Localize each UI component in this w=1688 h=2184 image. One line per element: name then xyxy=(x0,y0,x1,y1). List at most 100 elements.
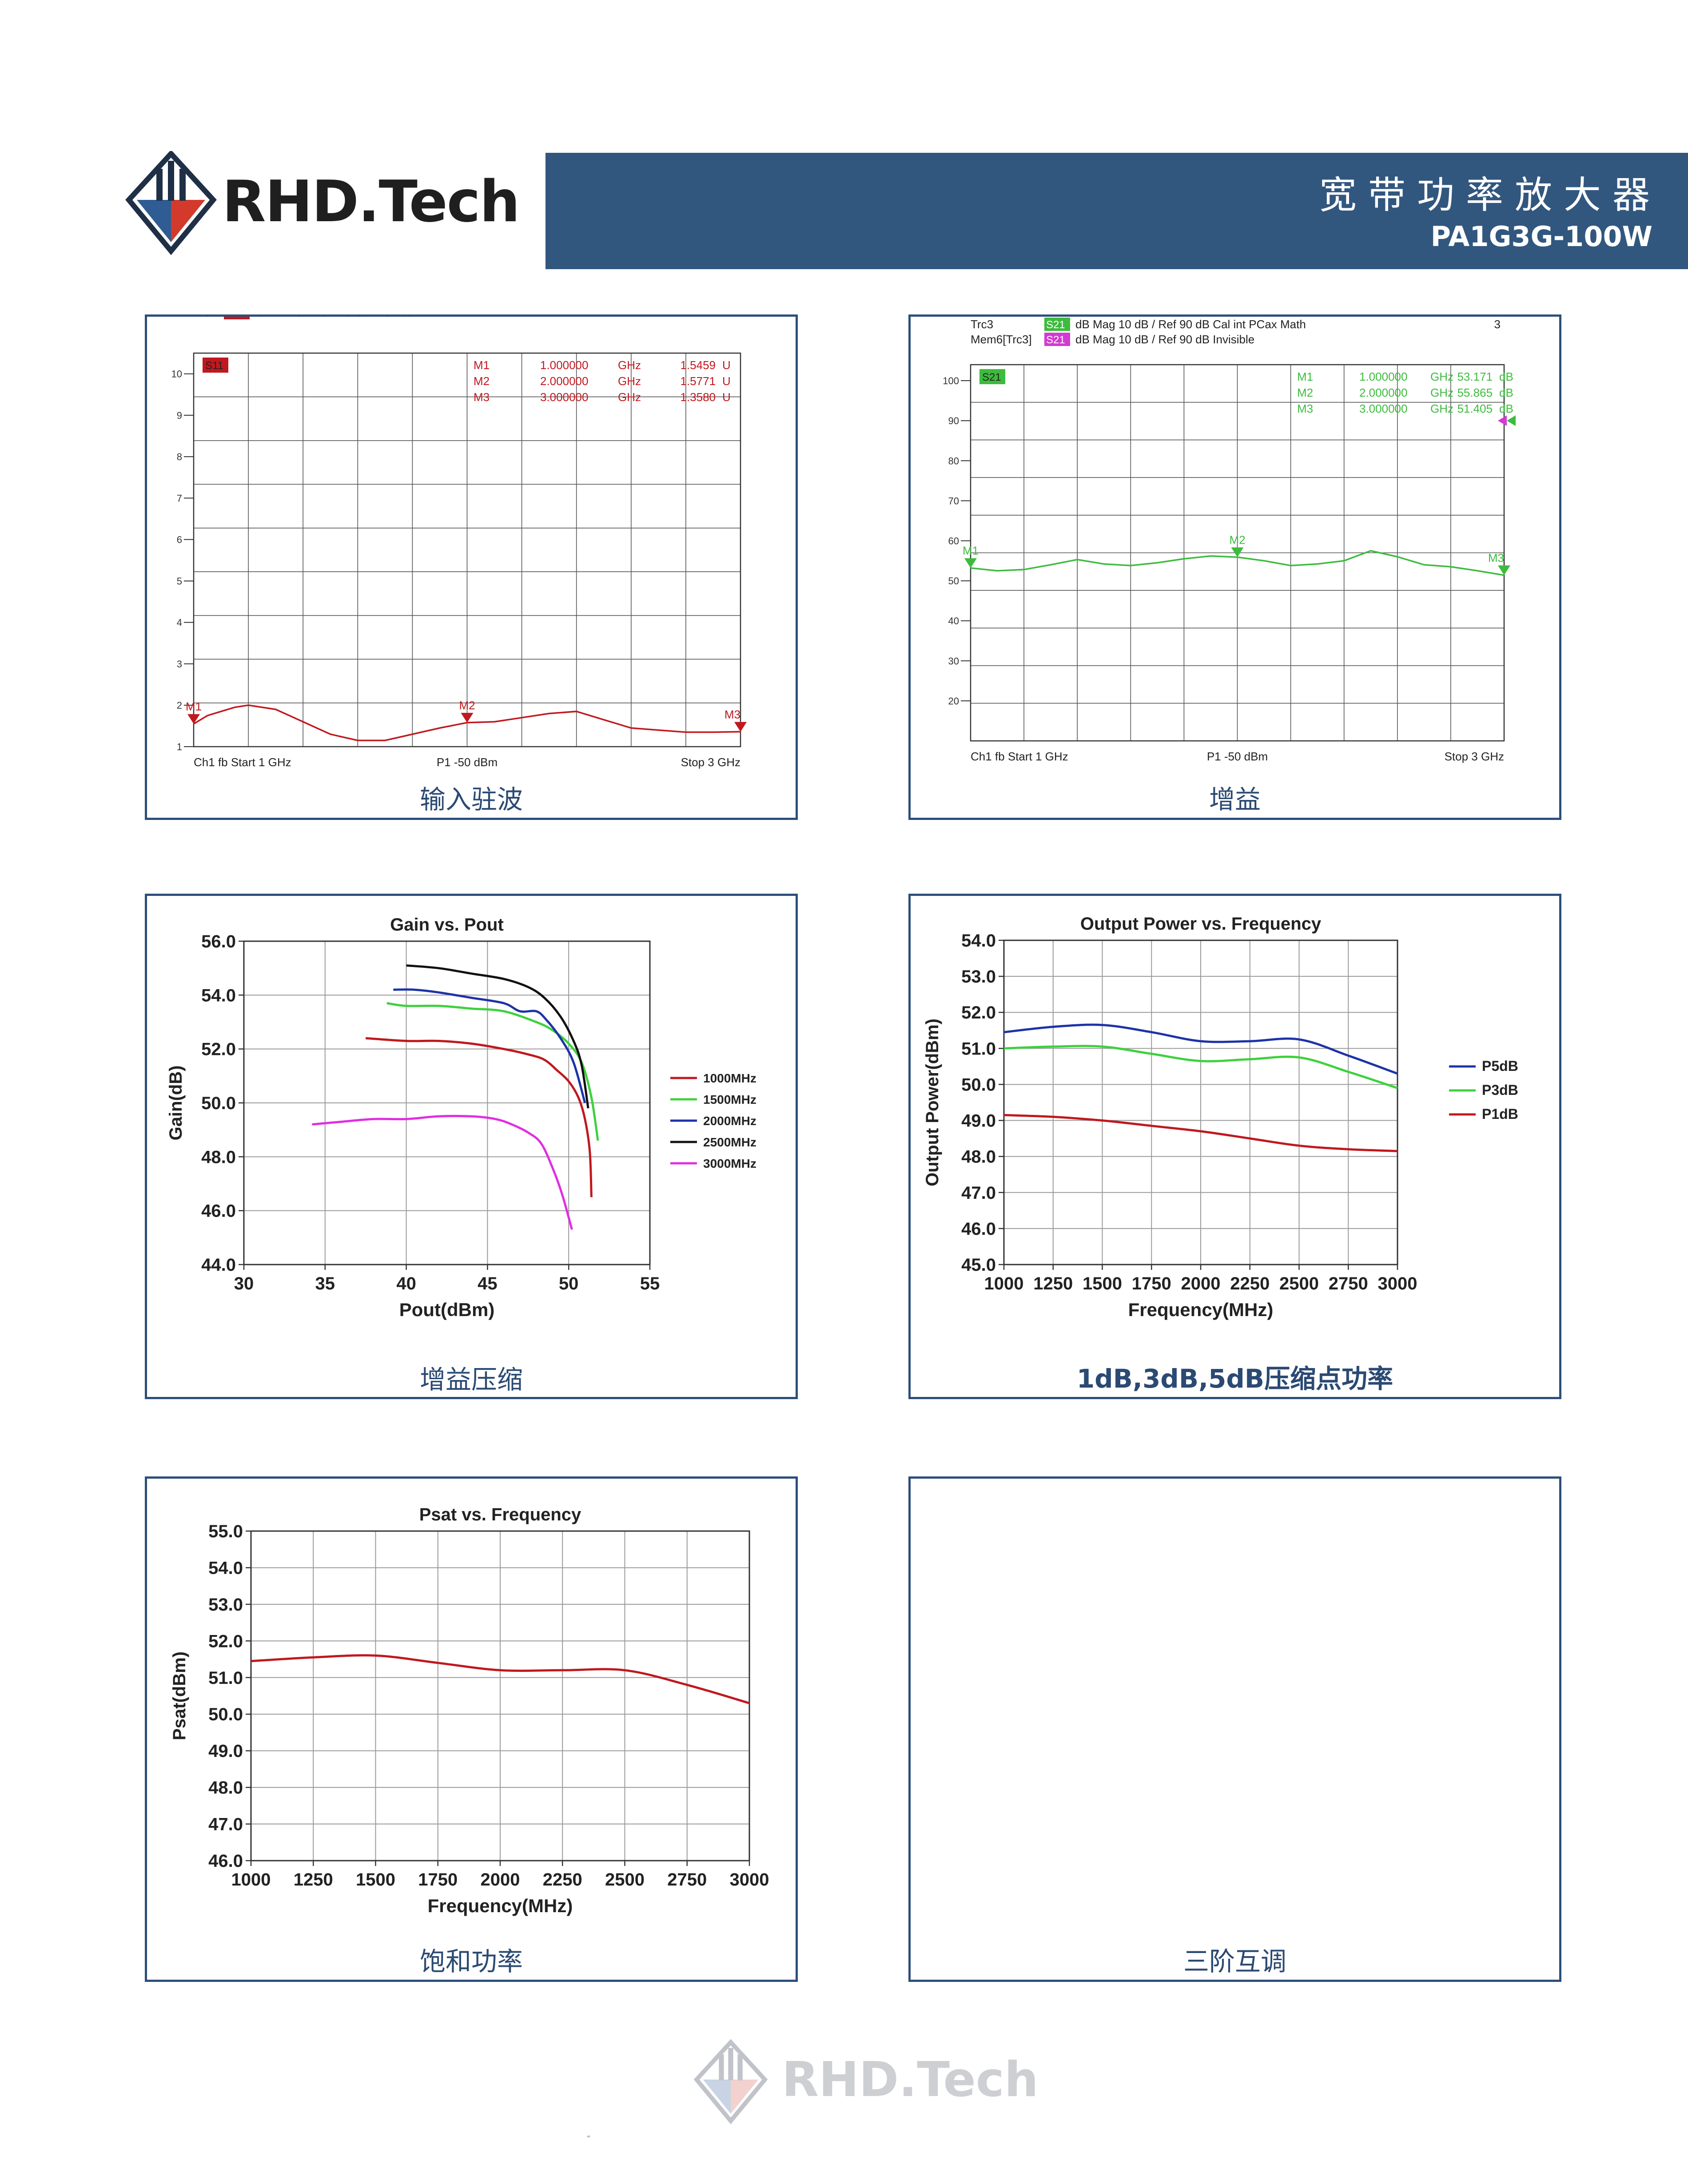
y-tick-label: 100 xyxy=(943,375,959,386)
y-tick-label: 48.0 xyxy=(961,1147,996,1167)
channel-number: 1 xyxy=(731,317,737,319)
x-axis-label: Frequency(MHz) xyxy=(428,1895,573,1916)
y-tick-label: 30 xyxy=(948,656,959,667)
company-logo: RHD.Tech xyxy=(124,150,520,258)
y-tick-label: 4 xyxy=(177,617,182,628)
x-tick-label: 2500 xyxy=(605,1870,645,1890)
x-tick-label: 2000 xyxy=(481,1870,520,1890)
legend-entry: P1dB xyxy=(1482,1106,1518,1122)
sweep-stop-label: Stop 3 GHz xyxy=(1445,750,1504,763)
sweep-start-label: Ch1 fb Start 1 GHz xyxy=(194,756,291,769)
y-tick-label: 1 xyxy=(177,741,182,752)
marker-frequency: 2.000000 xyxy=(540,374,588,388)
marker-frequency: 1.000000 xyxy=(540,358,588,372)
trace-param-tag xyxy=(1044,318,1070,331)
sweep-stop-label: Stop 3 GHz xyxy=(681,756,740,769)
y-tick-label: 54.0 xyxy=(201,986,236,1005)
marker-flag-label: M1 xyxy=(963,544,979,557)
marker-value: 51.405 xyxy=(1457,402,1493,415)
x-tick-label: 1750 xyxy=(418,1870,458,1890)
marker-value-unit: U xyxy=(722,358,731,372)
x-axis-label: Pout(dBm) xyxy=(399,1299,495,1320)
watermark-emblem-icon xyxy=(693,2039,768,2124)
y-tick-label: 47.0 xyxy=(208,1815,243,1834)
marker-frequency-unit: GHz xyxy=(1430,402,1453,415)
marker-name: M2 xyxy=(474,374,490,388)
chart-title: Output Power vs. Frequency xyxy=(1080,914,1322,934)
gain-chart: Trc3 S21 dB Mag 10 dB / Ref 90 dB Cal int … xyxy=(943,318,1516,763)
y-axis-label: Gain(dB) xyxy=(166,1066,186,1141)
legend-entry: 2000MHz xyxy=(703,1114,756,1128)
panel-gain-compression: Gain vs. Pout 30 35 40 45 50 55 56.0 54.0 52.0 50.… xyxy=(145,894,798,1399)
trace-format-text: dB Mag 10 dB / Ref 90 dB Cal int PCax Ma… xyxy=(1075,318,1306,331)
marker-triangle xyxy=(734,722,747,732)
chart-title: Psat vs. Frequency xyxy=(419,1505,581,1524)
gain-vs-pout-chart: Gain vs. Pout 30 35 40 45 50 55 56.0 54.0 52.0 50.… xyxy=(166,915,756,1320)
marker-frequency: 3.000000 xyxy=(1359,402,1407,415)
marker-frequency: 3.000000 xyxy=(540,390,588,404)
legend-entry: 3000MHz xyxy=(703,1157,756,1170)
x-tick-label: 3000 xyxy=(1378,1274,1417,1293)
trace-format-text: SWR 1 U / Ref 1 U Cal int PCax xyxy=(255,317,419,319)
legend-entry: 1500MHz xyxy=(703,1093,756,1106)
marker-flag-label: M1 xyxy=(186,700,202,713)
marker-value: 55.865 xyxy=(1457,386,1493,399)
marker-flag-label: M2 xyxy=(1229,533,1245,546)
y-tick-label: 8 xyxy=(177,451,182,462)
y-tick-label: 44.0 xyxy=(201,1255,236,1275)
plot-frame xyxy=(250,1530,750,1862)
y-tick-label: 55.0 xyxy=(208,1522,243,1541)
marker-triangle xyxy=(187,714,200,724)
y-tick-label: 52.0 xyxy=(208,1631,243,1651)
marker-name: M1 xyxy=(1297,370,1313,383)
y-tick-label: 54.0 xyxy=(961,931,996,951)
y-tick-label: 46.0 xyxy=(208,1851,243,1871)
x-tick-label: 1500 xyxy=(356,1870,395,1890)
legend-entry: P5dB xyxy=(1482,1058,1518,1074)
y-tick-label: 46.0 xyxy=(201,1201,236,1221)
series-line-1000mhz xyxy=(366,1037,593,1197)
y-tick-label: 9 xyxy=(177,410,182,421)
y-tick-label: 80 xyxy=(948,455,959,466)
swr-chart: Trc1 S11 SWR 1 U / Ref 1 U Cal int PCax 1 10… xyxy=(171,317,747,769)
marker-frequency: 2.000000 xyxy=(1359,386,1407,399)
marker-name: M3 xyxy=(1297,402,1313,415)
y-tick-label: 2 xyxy=(177,700,182,711)
y-tick-label: 49.0 xyxy=(961,1111,996,1131)
chart-title: Gain vs. Pout xyxy=(390,915,504,935)
series-line-3000mhz xyxy=(312,1115,573,1230)
sweep-start-label: Ch1 fb Start 1 GHz xyxy=(971,750,1068,763)
y-tick-label: 60 xyxy=(948,535,959,546)
y-tick-label: 52.0 xyxy=(961,1003,996,1022)
marker-frequency: 1.000000 xyxy=(1359,370,1407,383)
memory-param-text: S21 xyxy=(1046,334,1065,346)
trace-param-tag xyxy=(224,317,250,319)
y-tick-label: 50.0 xyxy=(208,1705,243,1724)
x-axis-label: Frequency(MHz) xyxy=(1128,1299,1274,1320)
panel-output-power: Output Power vs. Frequency 1000 1250 1500 17… xyxy=(908,894,1561,1399)
marker-value-unit: dB xyxy=(1499,386,1513,399)
y-tick-label: 10 xyxy=(171,369,182,380)
caption-psat: 饱和功率 xyxy=(419,1946,523,1977)
y-tick-label: 56.0 xyxy=(201,932,236,951)
x-tick-label: 40 xyxy=(396,1274,416,1293)
x-tick-label: 35 xyxy=(315,1274,335,1293)
x-tick-label: 2000 xyxy=(1181,1274,1221,1293)
x-tick-label: 2500 xyxy=(1279,1274,1319,1293)
footer-watermark: RHD.Tech xyxy=(693,2039,1039,2128)
series-line-psat xyxy=(251,1654,750,1704)
marker-frequency-unit: GHz xyxy=(618,358,641,372)
y-tick-label: 47.0 xyxy=(961,1183,996,1203)
memory-param-tag xyxy=(1044,333,1070,346)
y-tick-label: 46.0 xyxy=(961,1219,996,1239)
y-tick-label: 53.0 xyxy=(208,1595,243,1615)
channel-number: 3 xyxy=(1494,318,1501,331)
y-tick-label: 48.0 xyxy=(208,1778,243,1798)
stray-mark xyxy=(587,2136,590,2137)
marker-triangle xyxy=(964,558,977,568)
series-line-2000mhz xyxy=(393,988,586,1103)
watermark-text: RHD.Tech xyxy=(782,2052,1039,2108)
y-tick-label: 70 xyxy=(948,495,959,506)
output-power-chart: Output Power vs. Frequency 1000 1250 1500 17… xyxy=(923,914,1518,1320)
panel-input-swr: Trc1 S11 SWR 1 U / Ref 1 U Cal int PCax 1 10… xyxy=(145,314,798,820)
